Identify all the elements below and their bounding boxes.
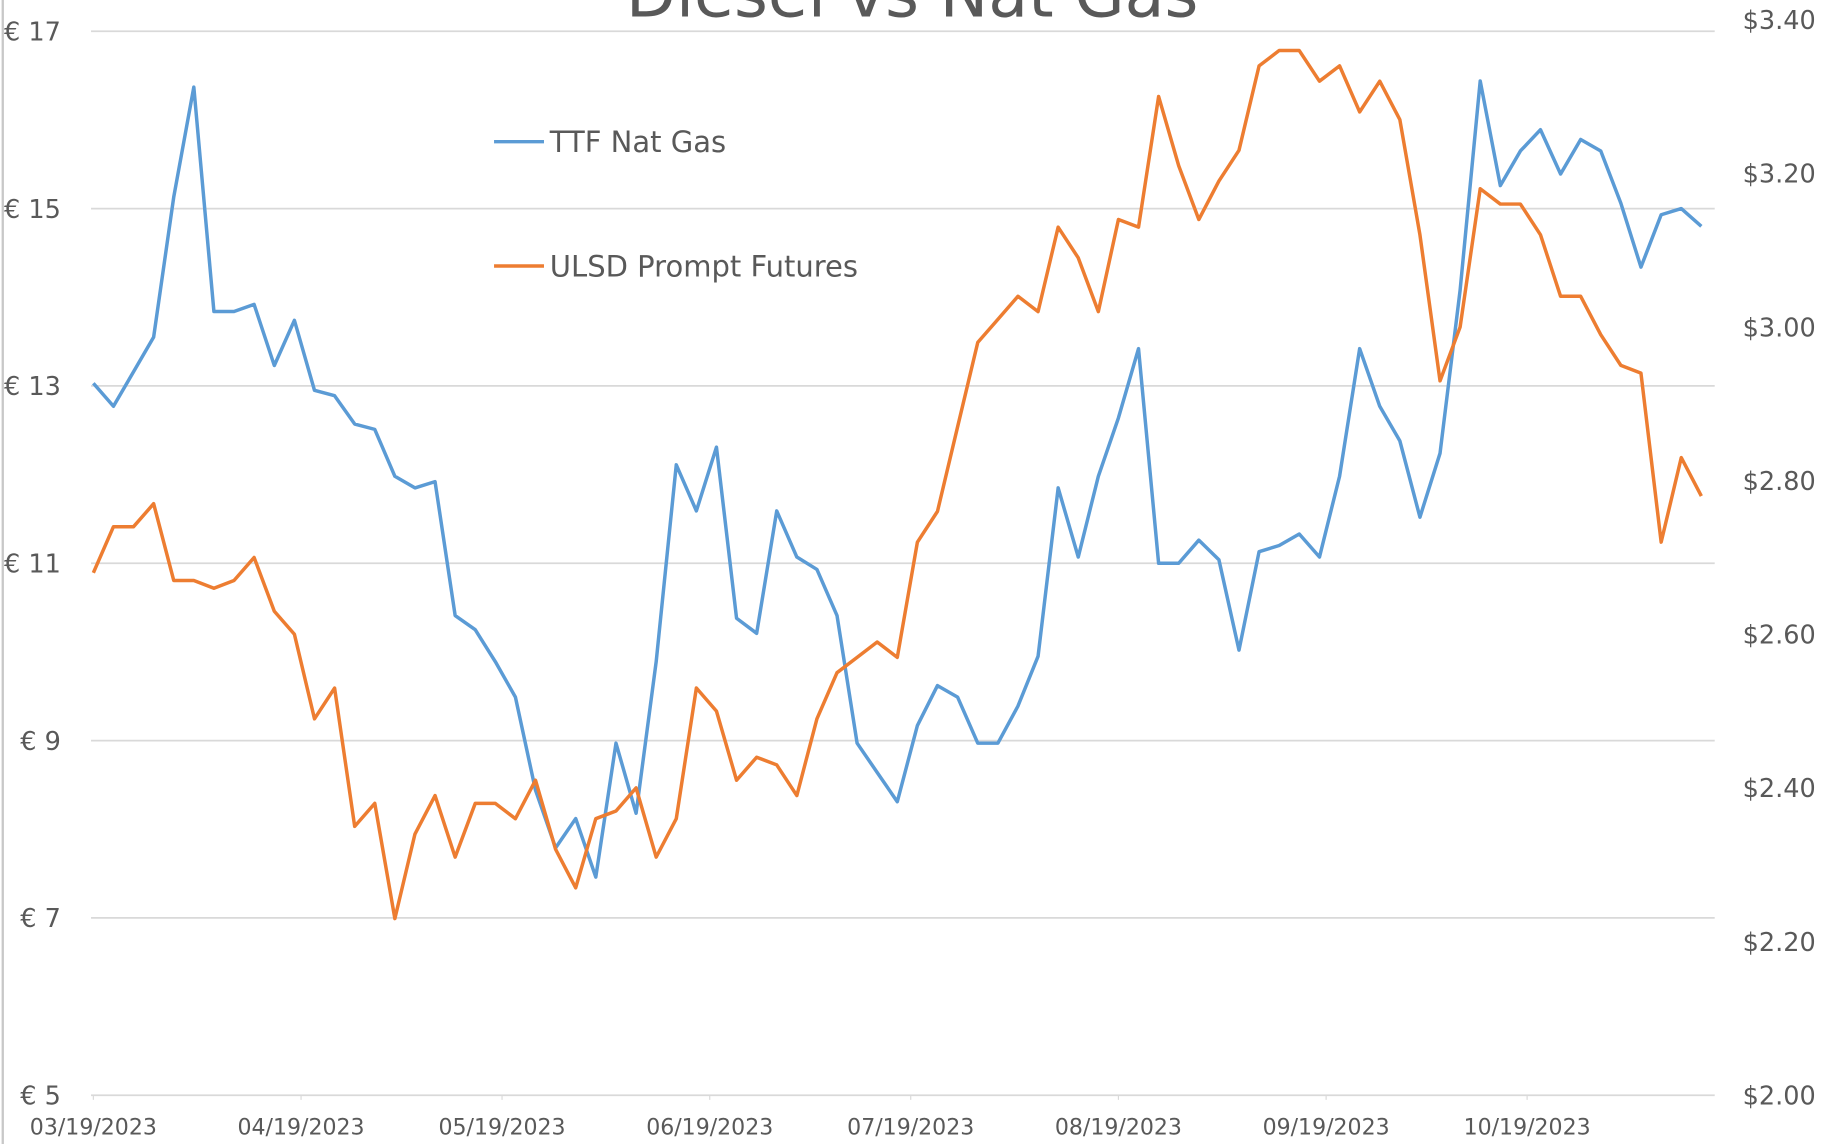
y-tick-label: € 15 [4, 195, 61, 225]
x-tick-label: 07/19/2023 [847, 1116, 974, 1141]
x-tick-label: 09/19/2023 [1263, 1116, 1390, 1141]
y-tick-label: € 7 [20, 904, 61, 934]
x-tick-label: 10/19/2023 [1464, 1116, 1591, 1141]
x-tick-label: 03/19/2023 [30, 1116, 157, 1141]
line-series [91, 48, 1703, 921]
y-tick-label: € 13 [4, 372, 61, 402]
y2-tick-label: $2.20 [1743, 928, 1816, 958]
line-series [92, 79, 1703, 879]
y-tick-label: € 17 [4, 18, 61, 48]
y2-tick-label: $2.80 [1743, 467, 1816, 497]
x-tick-label: 08/19/2023 [1055, 1116, 1182, 1141]
y2-tick-label: $3.00 [1743, 313, 1816, 343]
y2-tick-label: $2.60 [1743, 621, 1816, 651]
chart-title: Diesel vs Nat Gas [626, 0, 1198, 32]
y-tick-label: € 11 [4, 550, 61, 580]
legend-label: TTF Nat Gas [549, 125, 726, 159]
y2-tick-label: $2.40 [1743, 774, 1816, 804]
y-tick-label: € 5 [20, 1082, 61, 1112]
y-tick-label: € 9 [20, 727, 61, 757]
y2-tick-label: $3.40 [1743, 6, 1816, 36]
y2-tick-label: $2.00 [1743, 1082, 1816, 1112]
legend-label: ULSD Prompt Futures [550, 249, 858, 283]
x-tick-label: 04/19/2023 [238, 1116, 365, 1141]
x-tick-label: 06/19/2023 [646, 1116, 773, 1141]
y2-tick-label: $3.20 [1743, 160, 1816, 190]
x-tick-label: 05/19/2023 [439, 1116, 566, 1141]
